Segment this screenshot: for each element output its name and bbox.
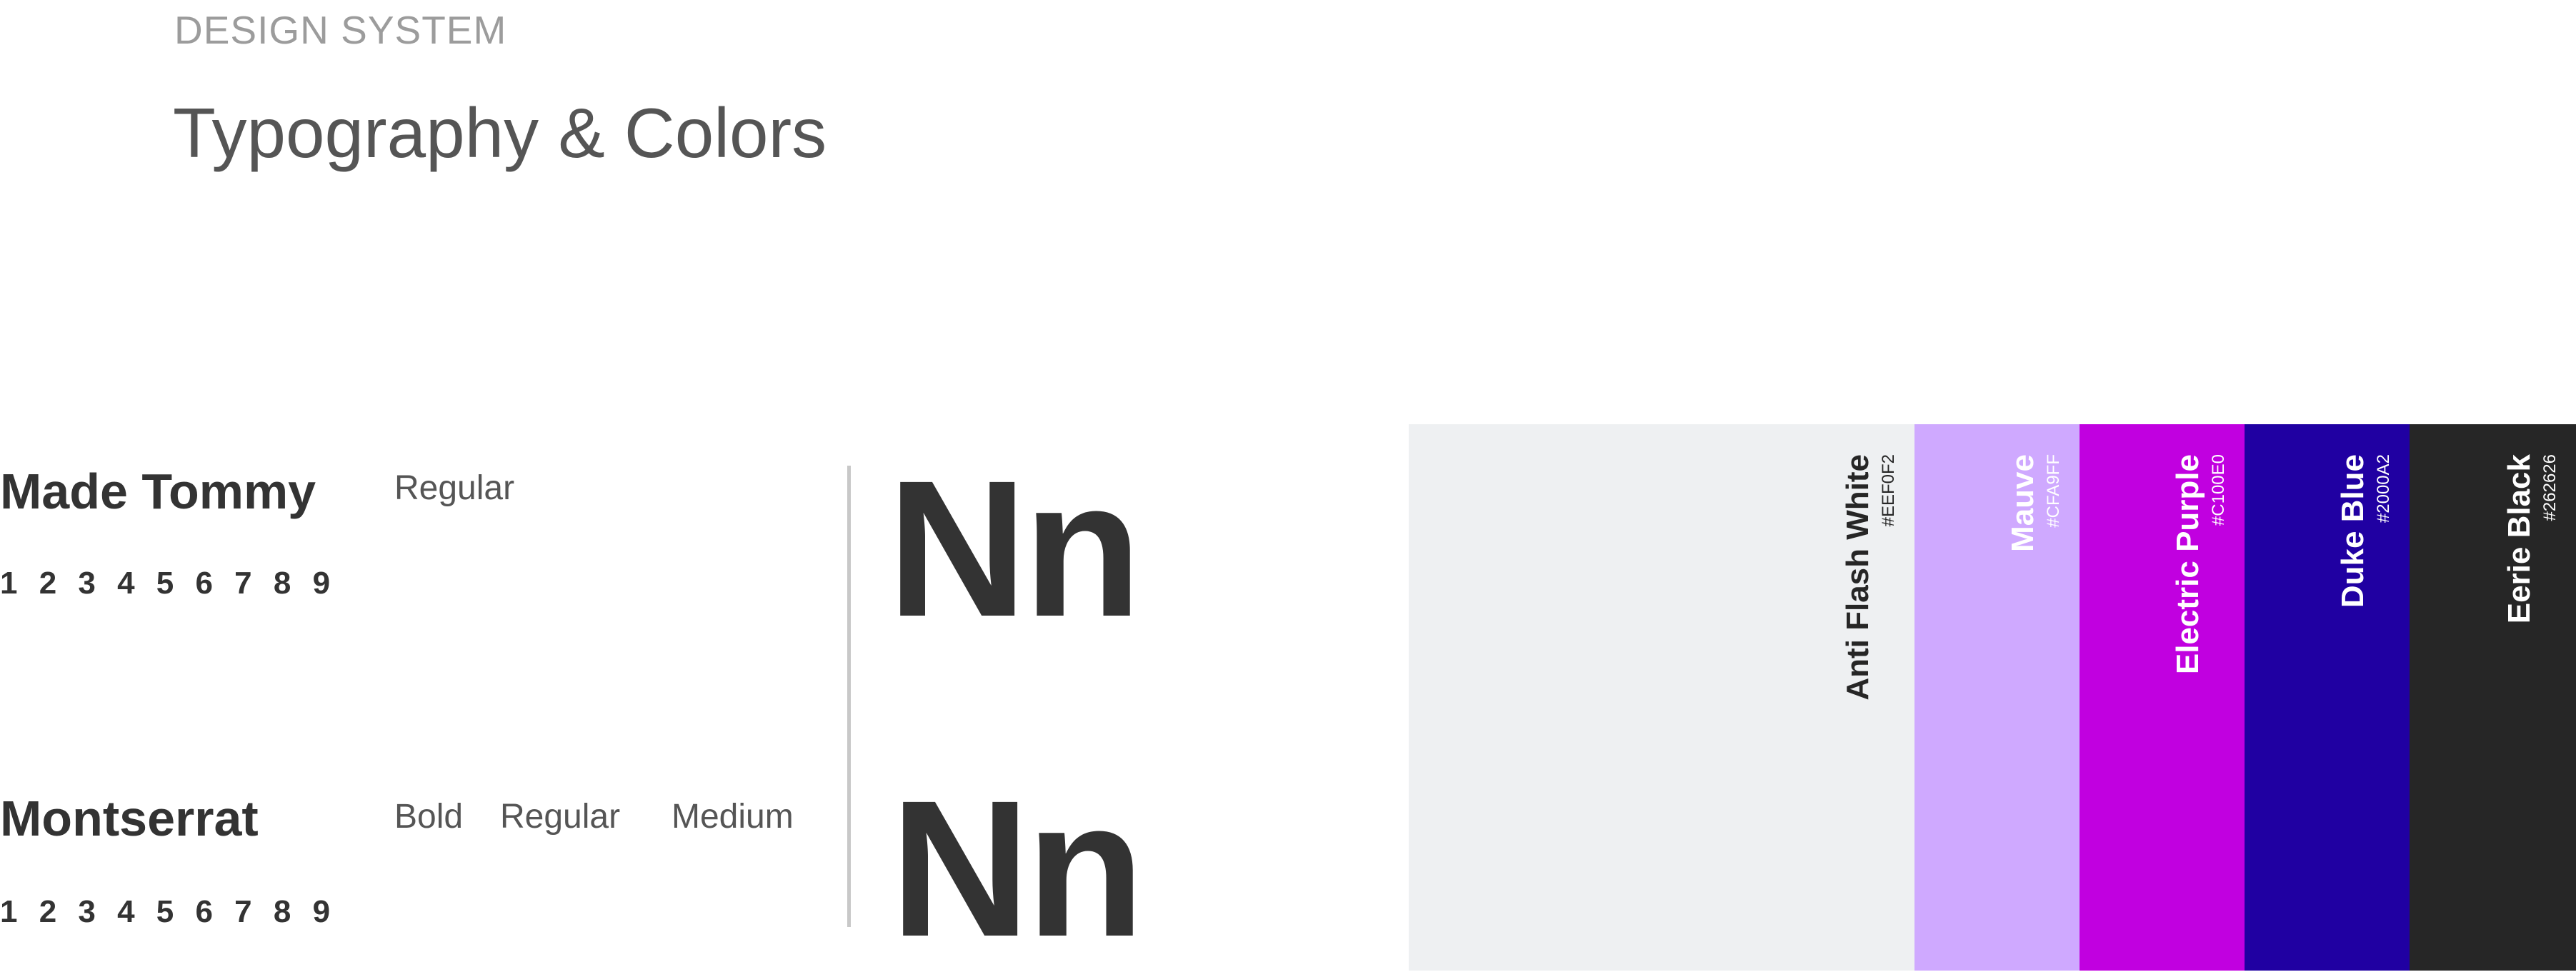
swatch-hex: #2000A2 bbox=[2374, 454, 2393, 523]
font-weight-label: Regular bbox=[500, 798, 621, 836]
font-weight-label: Medium bbox=[672, 798, 794, 836]
color-swatch-electric-purple: Electric Purple #C100E0 bbox=[2080, 424, 2245, 971]
font-weight-label: Regular bbox=[394, 469, 515, 507]
font-name: Montserrat bbox=[0, 791, 259, 846]
swatch-name: Eerie Black bbox=[2502, 454, 2537, 624]
specimen-divider bbox=[847, 466, 851, 927]
color-swatch-eerie-black: Eerie Black #262626 bbox=[2410, 424, 2576, 971]
swatch-hex: #262626 bbox=[2540, 454, 2560, 521]
font-name: Made Tommy bbox=[0, 464, 316, 519]
swatch-hex: #CFA9FF bbox=[2044, 454, 2063, 528]
swatch-hex: #C100E0 bbox=[2209, 454, 2228, 526]
color-swatch-anti-flash-white: Anti Flash White #EEF0F2 bbox=[1409, 424, 1914, 971]
color-swatch-duke-blue: Duke Blue #2000A2 bbox=[2245, 424, 2410, 971]
swatch-hex: #EEF0F2 bbox=[1879, 454, 1898, 527]
swatch-name: Duke Blue bbox=[2335, 454, 2370, 608]
swatch-name: Electric Purple bbox=[2170, 454, 2205, 675]
color-swatch-mauve: Mauve #CFA9FF bbox=[1914, 424, 2080, 971]
swatch-name: Mauve bbox=[2005, 454, 2040, 552]
section-eyebrow: DESIGN SYSTEM bbox=[174, 8, 507, 52]
swatch-name: Anti Flash White bbox=[1840, 454, 1875, 701]
font-weight-label: Bold bbox=[394, 798, 464, 836]
font-glyph-sample: Nn bbox=[890, 760, 1145, 977]
font-digits: 1 2 3 4 5 6 7 8 9 bbox=[0, 566, 337, 601]
font-digits: 1 2 3 4 5 6 7 8 9 bbox=[0, 894, 337, 929]
font-glyph-sample: Nn bbox=[887, 440, 1142, 657]
page-title: Typography & Colors bbox=[173, 94, 827, 172]
color-palette: Anti Flash White #EEF0F2 Mauve #CFA9FF E… bbox=[1409, 424, 2576, 971]
